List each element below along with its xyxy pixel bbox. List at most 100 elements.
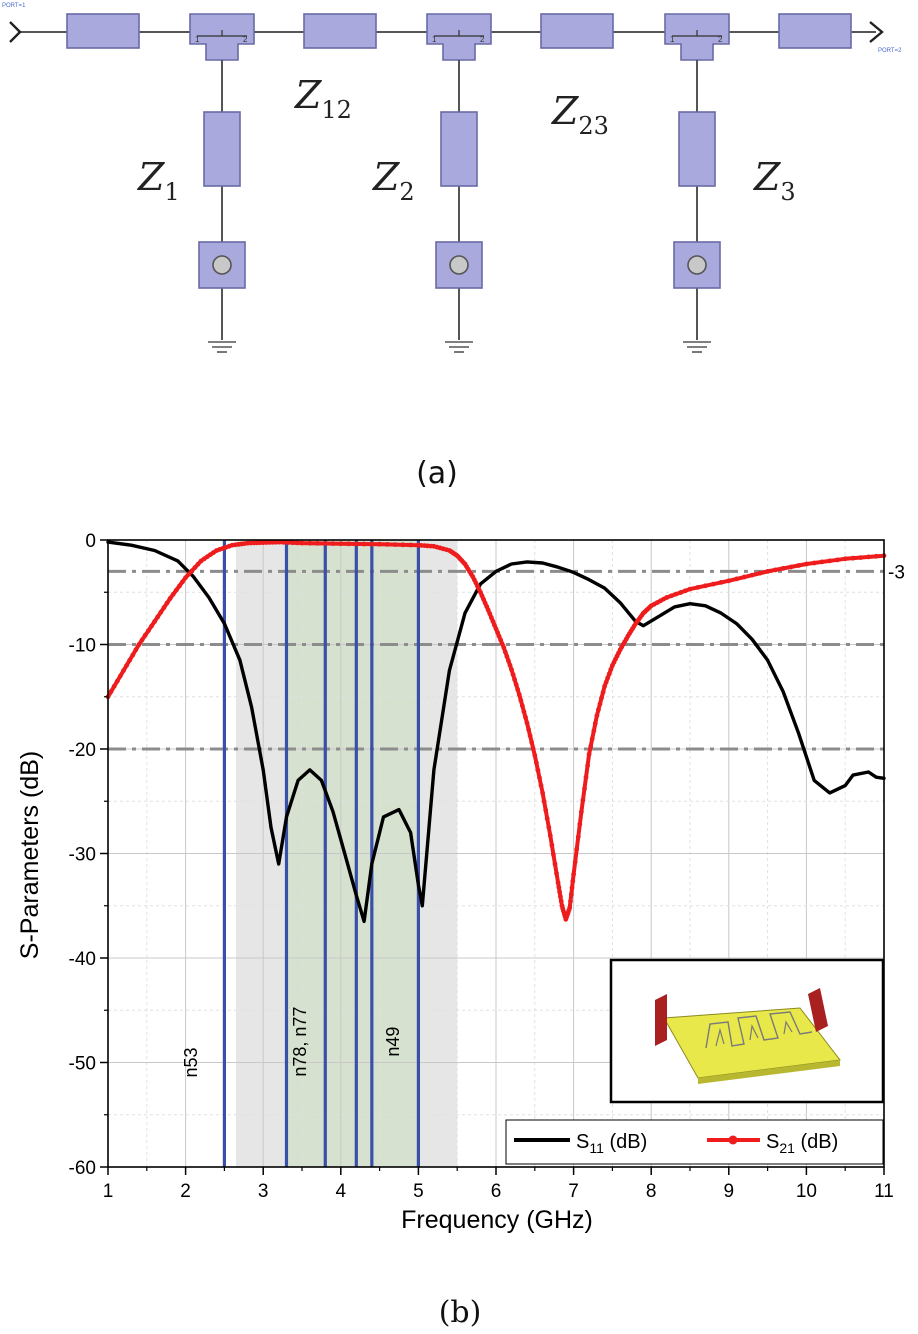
series-marker-s21 xyxy=(524,720,530,726)
series-marker-s21 xyxy=(534,760,539,766)
series-marker-s21 xyxy=(142,632,148,638)
series-marker-s21 xyxy=(108,689,114,694)
series-marker-s21 xyxy=(558,898,564,904)
series-marker-s21 xyxy=(552,861,558,867)
series-marker-s21 xyxy=(408,542,413,548)
series-marker-s21 xyxy=(155,614,161,620)
series-marker-s21 xyxy=(572,859,578,865)
series-marker-s21 xyxy=(520,703,525,709)
tee-pin-2: 2 xyxy=(243,35,248,44)
series-marker-s21 xyxy=(133,647,139,653)
series-marker-s21 xyxy=(496,633,502,639)
tee-pin-2: 2 xyxy=(480,35,485,44)
series-marker-s21 xyxy=(850,555,856,561)
series-marker-s21 xyxy=(307,540,313,546)
series-marker-s21 xyxy=(361,541,367,547)
tick-labels: 1 2 3 4 5 6 7 8 9 10 11 0 -10 -20 -30 -40 -50 -60 xyxy=(69,531,894,1202)
axes xyxy=(100,539,885,1175)
series-marker-s21 xyxy=(574,846,580,852)
series-marker-s21 xyxy=(682,588,688,594)
series-marker-s21 xyxy=(177,583,182,589)
series-marker-s21 xyxy=(322,541,328,546)
series-marker-s21 xyxy=(780,566,786,571)
series-marker-s21 xyxy=(180,579,185,585)
series-marker-s21 xyxy=(570,878,576,884)
series-marker-s21 xyxy=(506,658,511,664)
series-marker-s21 xyxy=(385,542,390,547)
impedance-label-z23: Z23 xyxy=(551,89,609,140)
series-marker-s21 xyxy=(592,720,598,726)
x-tick-label: 4 xyxy=(336,1181,347,1202)
series-marker-s21 xyxy=(695,585,701,590)
series-marker-s21 xyxy=(369,541,375,547)
series-marker-s21 xyxy=(499,641,505,647)
series-marker-s21 xyxy=(136,642,142,647)
series-marker-s21 xyxy=(583,774,589,780)
series-marker-s21 xyxy=(568,898,573,904)
series-marker-s21 xyxy=(811,560,817,566)
impedance-label-z12: Z12 xyxy=(294,73,352,124)
y-tick-label: 0 xyxy=(85,531,96,552)
series-marker-s21 xyxy=(591,728,597,734)
x-tick-label: 6 xyxy=(491,1181,502,1202)
series-marker-s21 xyxy=(114,678,120,684)
x-axis-title: Frequency (GHz) xyxy=(401,1206,593,1234)
series-marker-s21 xyxy=(540,790,545,796)
stub-line-z1 xyxy=(203,111,241,187)
series-marker-s21 xyxy=(571,872,576,877)
band-lines xyxy=(222,540,420,1167)
impedance-label-z1: Z1 xyxy=(137,155,180,206)
series-marker-s21 xyxy=(588,744,594,749)
filter-3d-inset xyxy=(609,958,885,1104)
series-marker-s21 xyxy=(605,675,611,681)
series-marker-s21 xyxy=(558,894,563,899)
x-tick-label: 1 xyxy=(103,1181,114,1202)
series-marker-s21 xyxy=(827,558,833,564)
series-marker-s21 xyxy=(493,626,499,632)
series-marker-s21 xyxy=(726,578,732,584)
circuit-schematic: PORT=1 PORT=2 1 2 1 2 1 2 xyxy=(2,3,902,491)
series-marker-s21 xyxy=(299,540,305,546)
stub-branch-1 xyxy=(198,60,246,353)
series-marker-s21 xyxy=(170,591,176,597)
series-marker-s21 xyxy=(597,701,603,707)
series-marker-s21 xyxy=(543,807,549,813)
tee-junction-2: 1 2 xyxy=(426,13,492,61)
series-marker-s21 xyxy=(554,871,559,876)
series-marker-s21 xyxy=(186,571,192,577)
series-marker-s21 xyxy=(606,671,612,677)
series-marker-s21 xyxy=(392,542,398,547)
series-marker-s21 xyxy=(189,568,195,574)
series-marker-s21 xyxy=(515,687,521,692)
series-marker-s21 xyxy=(580,797,586,803)
stub-line-z3 xyxy=(678,111,716,187)
series-marker-s21 xyxy=(490,618,496,624)
port-out-arrow xyxy=(869,21,884,43)
series-marker-s21 xyxy=(858,555,864,560)
via-hole-icon xyxy=(449,255,469,275)
x-tick-label: 9 xyxy=(724,1181,735,1202)
series-marker-s21 xyxy=(664,595,670,600)
series-marker-s21 xyxy=(482,600,488,606)
ground-icon xyxy=(683,341,711,353)
tee-pin-1: 1 xyxy=(432,35,437,44)
band-label: n49 xyxy=(383,1027,403,1057)
series-marker-s21 xyxy=(502,649,508,655)
caption-b: (b) xyxy=(439,1295,482,1330)
series-marker-s21 xyxy=(596,707,601,713)
series-marker-s21 xyxy=(557,889,562,895)
series-marker-s21 xyxy=(173,587,179,593)
series-marker-s21 xyxy=(294,540,300,546)
series-marker-s21 xyxy=(544,816,550,821)
series-marker-s21 xyxy=(400,542,406,548)
y-tick-label: -30 xyxy=(69,845,96,866)
series-marker-s21 xyxy=(547,833,553,839)
series-marker-s21 xyxy=(788,564,794,570)
series-marker-s21 xyxy=(866,554,871,560)
series-line-4 xyxy=(778,13,852,49)
series-marker-s21 xyxy=(537,775,542,781)
series-marker-s21 xyxy=(504,654,510,659)
series-marker-s21 xyxy=(678,590,684,595)
series-marker-s21 xyxy=(521,709,527,714)
x-tick-label: 10 xyxy=(796,1181,817,1202)
